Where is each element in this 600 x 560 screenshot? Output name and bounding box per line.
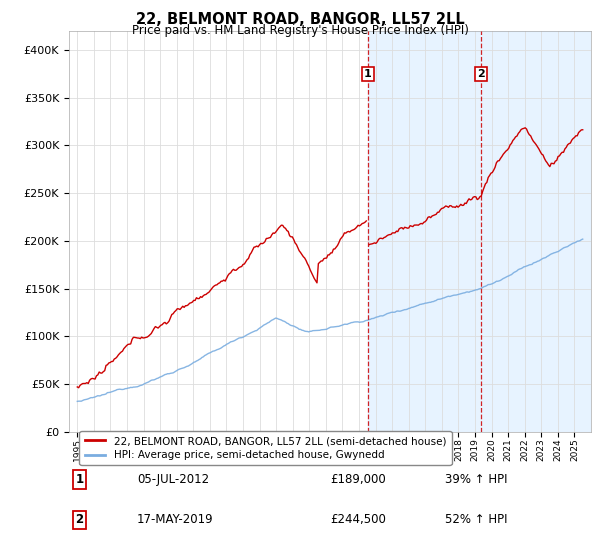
Text: 1: 1 — [76, 473, 83, 486]
Text: 22, BELMONT ROAD, BANGOR, LL57 2LL: 22, BELMONT ROAD, BANGOR, LL57 2LL — [136, 12, 464, 27]
Text: 52% ↑ HPI: 52% ↑ HPI — [445, 513, 508, 526]
Text: £244,500: £244,500 — [330, 513, 386, 526]
Text: 17-MAY-2019: 17-MAY-2019 — [137, 513, 214, 526]
Text: 05-JUL-2012: 05-JUL-2012 — [137, 473, 209, 486]
Bar — [368, 31, 591, 432]
Text: £189,000: £189,000 — [330, 473, 386, 486]
Text: 39% ↑ HPI: 39% ↑ HPI — [445, 473, 508, 486]
Text: 2: 2 — [76, 513, 83, 526]
Text: 1: 1 — [364, 69, 372, 79]
Text: Price paid vs. HM Land Registry's House Price Index (HPI): Price paid vs. HM Land Registry's House … — [131, 24, 469, 36]
Text: 2: 2 — [477, 69, 485, 79]
Legend: 22, BELMONT ROAD, BANGOR, LL57 2LL (semi-detached house), HPI: Average price, se: 22, BELMONT ROAD, BANGOR, LL57 2LL (semi… — [79, 431, 452, 465]
